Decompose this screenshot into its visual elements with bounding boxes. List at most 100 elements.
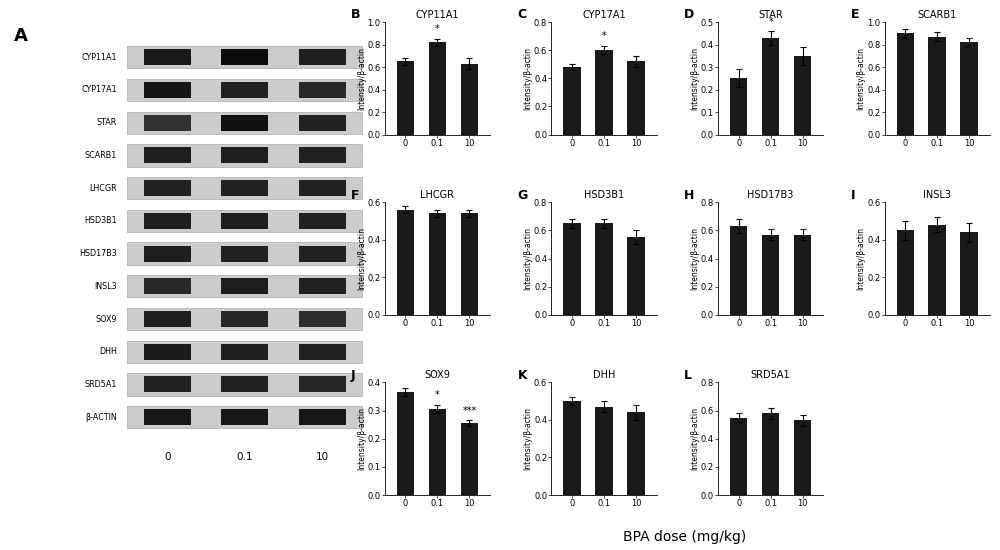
Y-axis label: Intensity/β-actin: Intensity/β-actin (524, 407, 533, 470)
Bar (461, 213, 478, 315)
Text: INSL3: INSL3 (94, 282, 117, 291)
Title: STAR: STAR (758, 10, 783, 20)
Y-axis label: Intensity/β-actin: Intensity/β-actin (690, 407, 699, 470)
Text: CYP17A1: CYP17A1 (81, 85, 117, 95)
Text: L: L (684, 369, 692, 382)
FancyBboxPatch shape (221, 344, 268, 360)
FancyBboxPatch shape (127, 406, 362, 428)
Text: ***: *** (462, 406, 477, 416)
FancyBboxPatch shape (299, 278, 346, 294)
Y-axis label: Intensity/β-actin: Intensity/β-actin (857, 47, 866, 110)
FancyBboxPatch shape (299, 376, 346, 393)
Bar (595, 223, 613, 315)
Text: *: * (435, 390, 440, 400)
Text: I: I (851, 189, 855, 202)
Title: HSD3B1: HSD3B1 (584, 190, 624, 200)
Y-axis label: Intensity/β-actin: Intensity/β-actin (690, 47, 699, 110)
FancyBboxPatch shape (299, 409, 346, 425)
Title: HSD17B3: HSD17B3 (747, 190, 794, 200)
FancyBboxPatch shape (144, 409, 191, 425)
FancyBboxPatch shape (127, 243, 362, 265)
Y-axis label: Intensity/β-actin: Intensity/β-actin (857, 227, 866, 290)
FancyBboxPatch shape (221, 115, 268, 131)
FancyBboxPatch shape (221, 50, 268, 65)
Text: K: K (518, 369, 527, 382)
FancyBboxPatch shape (221, 245, 268, 262)
Bar (461, 64, 478, 135)
Text: SRD5A1: SRD5A1 (84, 380, 117, 389)
Bar (397, 62, 414, 135)
FancyBboxPatch shape (221, 213, 268, 229)
FancyBboxPatch shape (221, 82, 268, 98)
Title: CYP17A1: CYP17A1 (582, 10, 626, 20)
Bar (563, 67, 581, 135)
Bar (461, 423, 478, 495)
Title: SRD5A1: SRD5A1 (751, 370, 790, 380)
Bar (762, 38, 779, 135)
Title: INSL3: INSL3 (923, 190, 951, 200)
Text: C: C (518, 8, 527, 21)
FancyBboxPatch shape (127, 373, 362, 395)
Y-axis label: Intensity/β-actin: Intensity/β-actin (357, 227, 366, 290)
Bar (794, 56, 811, 135)
FancyBboxPatch shape (221, 409, 268, 425)
Text: CYP11A1: CYP11A1 (81, 53, 117, 62)
FancyBboxPatch shape (299, 245, 346, 262)
Text: D: D (684, 8, 694, 21)
Text: J: J (351, 369, 356, 382)
FancyBboxPatch shape (299, 147, 346, 163)
FancyBboxPatch shape (299, 213, 346, 229)
FancyBboxPatch shape (127, 112, 362, 134)
Text: SCARB1: SCARB1 (84, 151, 117, 160)
Bar (794, 234, 811, 315)
Y-axis label: Intensity/β-actin: Intensity/β-actin (524, 227, 533, 290)
FancyBboxPatch shape (299, 115, 346, 131)
Bar (730, 417, 747, 495)
Y-axis label: Intensity/β-actin: Intensity/β-actin (357, 47, 366, 110)
Bar (627, 412, 645, 495)
Bar (563, 223, 581, 315)
Bar (730, 78, 747, 135)
Title: LHCGR: LHCGR (420, 190, 454, 200)
Text: 0.1: 0.1 (236, 453, 253, 463)
FancyBboxPatch shape (144, 311, 191, 327)
Bar (627, 238, 645, 315)
FancyBboxPatch shape (127, 144, 362, 167)
FancyBboxPatch shape (127, 275, 362, 298)
FancyBboxPatch shape (299, 180, 346, 196)
Bar (730, 226, 747, 315)
Bar (762, 414, 779, 495)
FancyBboxPatch shape (144, 213, 191, 229)
Bar (897, 33, 914, 135)
FancyBboxPatch shape (144, 245, 191, 262)
FancyBboxPatch shape (299, 82, 346, 98)
Bar (429, 409, 446, 495)
FancyBboxPatch shape (127, 340, 362, 363)
FancyBboxPatch shape (221, 147, 268, 163)
FancyBboxPatch shape (221, 376, 268, 393)
FancyBboxPatch shape (144, 376, 191, 393)
Bar (928, 225, 946, 315)
FancyBboxPatch shape (299, 50, 346, 65)
Text: G: G (518, 189, 528, 202)
Text: A: A (14, 27, 27, 45)
FancyBboxPatch shape (221, 311, 268, 327)
Text: STAR: STAR (96, 118, 117, 127)
FancyBboxPatch shape (221, 180, 268, 196)
Bar (794, 420, 811, 495)
Bar (960, 42, 978, 135)
FancyBboxPatch shape (144, 115, 191, 131)
Text: SOX9: SOX9 (95, 315, 117, 323)
Title: DHH: DHH (593, 370, 615, 380)
Bar (429, 42, 446, 135)
Title: SCARB1: SCARB1 (918, 10, 957, 20)
FancyBboxPatch shape (299, 311, 346, 327)
FancyBboxPatch shape (144, 278, 191, 294)
Bar (397, 392, 414, 495)
FancyBboxPatch shape (127, 210, 362, 232)
FancyBboxPatch shape (299, 344, 346, 360)
FancyBboxPatch shape (221, 278, 268, 294)
Bar (563, 401, 581, 495)
FancyBboxPatch shape (144, 180, 191, 196)
Text: HSD17B3: HSD17B3 (79, 249, 117, 258)
